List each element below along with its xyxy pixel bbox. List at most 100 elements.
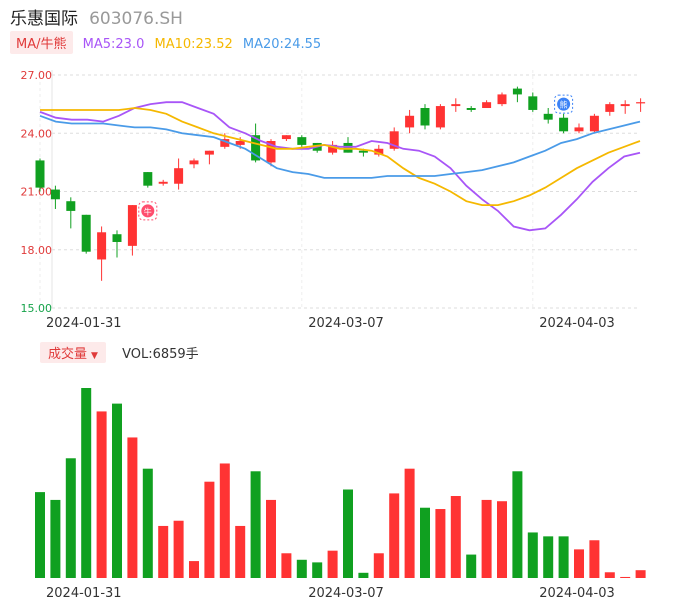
volume-bar bbox=[127, 437, 138, 578]
x-tick-label: 2024-04-03 bbox=[539, 316, 615, 331]
volume-tag-label: 成交量 bbox=[48, 347, 88, 362]
x-tick-label: 2024-04-03 bbox=[539, 586, 615, 601]
ma-legend: MA/牛熊 MA5:23.0 MA10:23.52 MA20:24.55 bbox=[10, 31, 322, 54]
volume-bar bbox=[204, 481, 215, 578]
volume-bar bbox=[296, 559, 307, 578]
y-tick-label: 24.00 bbox=[21, 127, 53, 140]
candle-body bbox=[358, 150, 368, 153]
candle-body bbox=[35, 160, 45, 188]
volume-bar bbox=[420, 507, 430, 578]
volume-bar bbox=[481, 499, 492, 578]
candle-body bbox=[50, 189, 60, 200]
candle-body bbox=[451, 104, 461, 107]
volume-legend: 成交量 ▼ VOL:6859手 bbox=[40, 342, 199, 363]
ma10-line bbox=[40, 107, 641, 207]
candle-body bbox=[343, 142, 353, 153]
candle-body bbox=[543, 113, 553, 120]
candle-body bbox=[605, 104, 615, 112]
ma20-label: MA20:24.55 bbox=[242, 37, 322, 52]
x-tick-label: 2024-03-07 bbox=[308, 586, 384, 601]
x-tick-label: 2024-01-31 bbox=[46, 316, 122, 331]
bear-label: 熊 bbox=[560, 100, 568, 110]
candle-body bbox=[405, 115, 415, 128]
candle-body bbox=[528, 96, 538, 110]
candle-body bbox=[435, 106, 445, 128]
volume-bar bbox=[435, 509, 446, 578]
volume-bar bbox=[96, 411, 107, 578]
candle-body bbox=[158, 181, 168, 184]
y-tick-label: 21.00 bbox=[21, 186, 53, 199]
volume-bar bbox=[620, 576, 631, 578]
volume-bar bbox=[235, 525, 246, 578]
candle-body bbox=[97, 232, 107, 260]
candle-body bbox=[497, 94, 507, 105]
candle-body bbox=[204, 150, 214, 155]
volume-bars bbox=[35, 388, 646, 578]
candle-body bbox=[235, 141, 245, 145]
price-grid bbox=[39, 70, 640, 309]
volume-bar bbox=[543, 536, 554, 578]
ma-indicator-selector[interactable]: MA/牛熊 bbox=[10, 31, 73, 54]
volume-bar bbox=[266, 499, 276, 578]
candle-body bbox=[559, 117, 569, 132]
candle-body bbox=[574, 127, 584, 132]
volume-bar bbox=[281, 553, 292, 578]
volume-bar bbox=[574, 549, 584, 578]
signal-markers: 牛熊 bbox=[138, 94, 574, 221]
candle-body bbox=[466, 108, 476, 110]
candle-body bbox=[189, 160, 199, 165]
candle-body bbox=[420, 108, 430, 126]
candle-body bbox=[482, 102, 492, 109]
x-tick-label: 2024-01-31 bbox=[46, 586, 122, 601]
candle-body bbox=[636, 102, 646, 104]
stock-code: 603076.SH bbox=[89, 9, 183, 29]
volume-bar bbox=[389, 493, 400, 578]
volume-bar bbox=[466, 554, 477, 578]
stock-name: 乐惠国际 bbox=[10, 9, 78, 29]
bull-label: 牛 bbox=[144, 206, 152, 216]
ma10-label: MA10:23.52 bbox=[154, 37, 233, 52]
volume-bar bbox=[604, 572, 615, 578]
volume-bar bbox=[512, 471, 523, 578]
candle-body bbox=[127, 205, 137, 246]
ma5-line bbox=[39, 101, 641, 232]
volume-bar bbox=[65, 458, 76, 578]
volume-bar bbox=[112, 403, 122, 578]
volume-bar bbox=[189, 561, 199, 578]
y-tick-label: 18.00 bbox=[21, 244, 53, 257]
volume-bar bbox=[497, 501, 507, 578]
candle-body bbox=[143, 172, 153, 186]
volume-bar bbox=[158, 525, 169, 578]
candlesticks bbox=[35, 86, 646, 281]
volume-bar bbox=[50, 499, 61, 578]
candle-body bbox=[620, 104, 630, 107]
volume-bar bbox=[358, 572, 369, 578]
date-axis: 2024-01-31 2024-01-31 2024-03-07 2024-03-07… bbox=[46, 316, 615, 601]
volume-bar bbox=[589, 540, 600, 578]
ma20-line bbox=[39, 114, 641, 179]
candle-body bbox=[328, 144, 338, 153]
volume-bar bbox=[527, 532, 538, 578]
volume-bar bbox=[558, 536, 569, 578]
volume-bar bbox=[250, 471, 261, 578]
candle-body bbox=[281, 135, 291, 140]
ma5-label: MA5:23.0 bbox=[82, 37, 145, 52]
volume-bar bbox=[343, 489, 353, 578]
x-tick-label: 2024-03-07 bbox=[308, 316, 384, 331]
candle-body bbox=[266, 141, 276, 163]
volume-indicator-selector[interactable]: 成交量 ▼ bbox=[40, 342, 106, 363]
volume-bar bbox=[142, 468, 153, 578]
candle-body bbox=[81, 214, 91, 252]
volume-bar bbox=[35, 492, 45, 578]
volume-bar bbox=[635, 570, 646, 578]
volume-bar bbox=[312, 562, 323, 578]
stock-header: 乐惠国际 603076.SH bbox=[10, 4, 183, 29]
candle-body bbox=[220, 139, 230, 147]
candle-body bbox=[251, 135, 261, 161]
volume-bar bbox=[81, 388, 92, 578]
volume-value: VOL:6859手 bbox=[122, 347, 199, 362]
caret-down-icon: ▼ bbox=[91, 351, 98, 361]
bear-icon bbox=[557, 97, 571, 111]
candle-body bbox=[112, 234, 122, 242]
